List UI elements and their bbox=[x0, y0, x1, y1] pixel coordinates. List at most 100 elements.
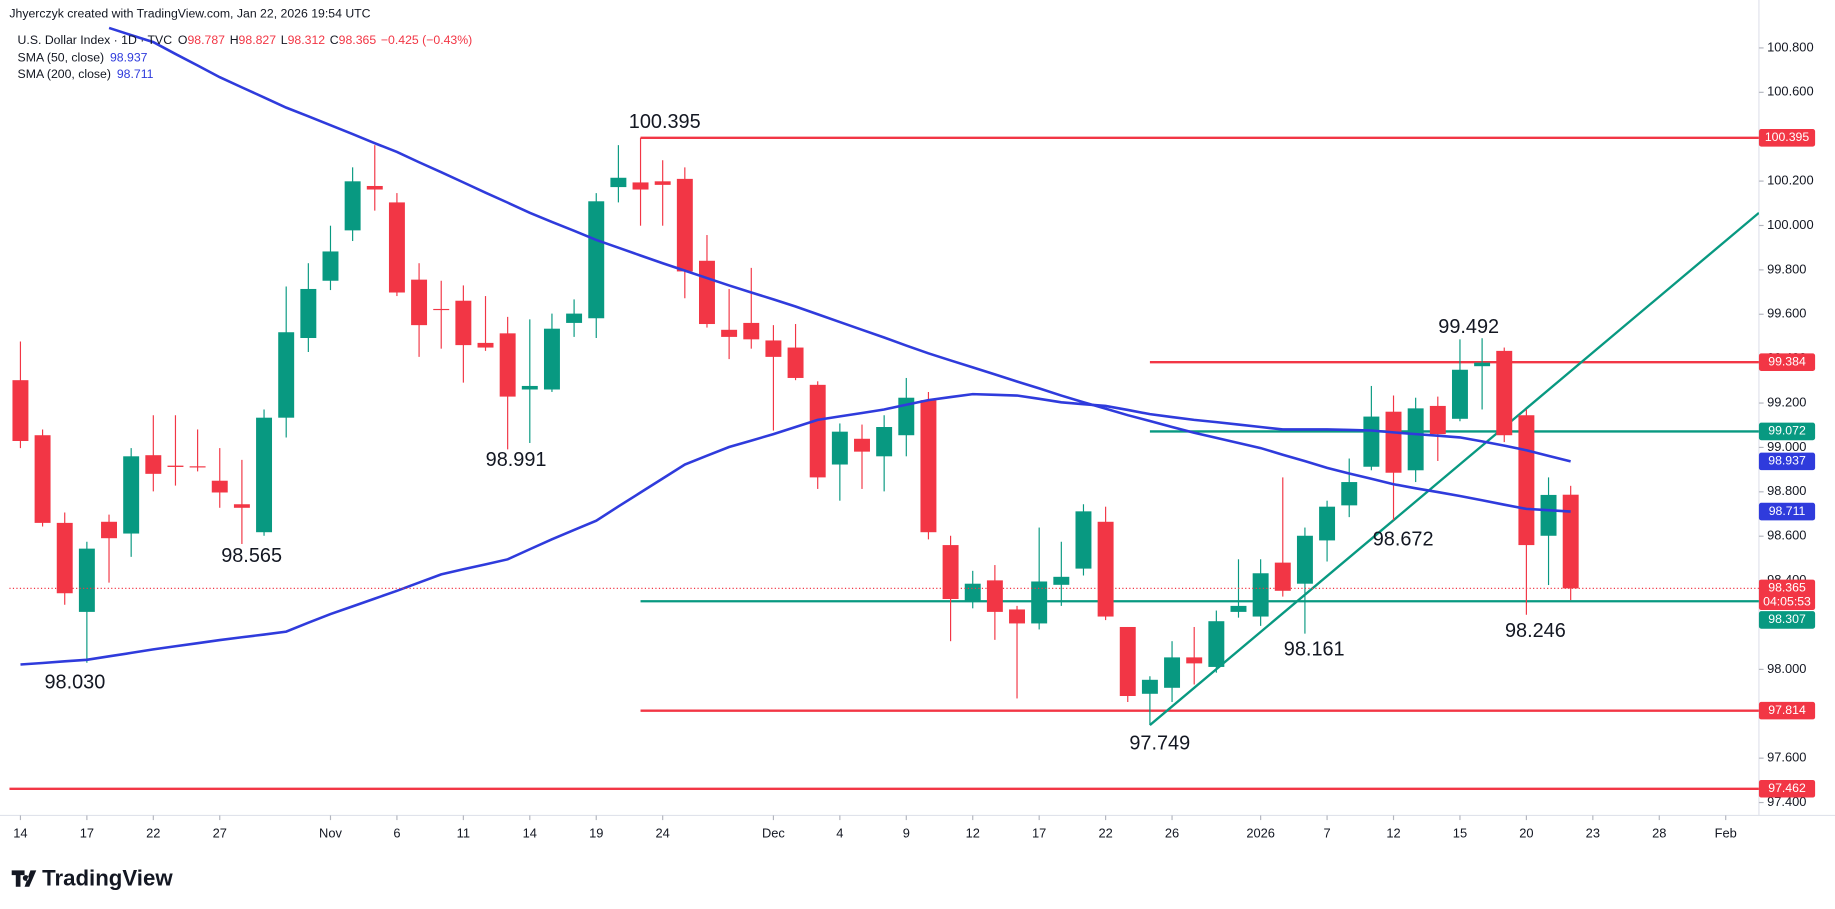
y-tick-label: 98.800 bbox=[1767, 483, 1806, 498]
candle-body bbox=[942, 545, 959, 600]
candle-body bbox=[521, 385, 538, 390]
candle-body bbox=[1141, 679, 1158, 694]
candle-body bbox=[388, 202, 405, 293]
candle-body bbox=[588, 201, 605, 319]
candle-body bbox=[787, 347, 804, 378]
ohlc-letter: L bbox=[281, 33, 288, 47]
price-label-box bbox=[1758, 452, 1816, 471]
x-tick-label: 22 bbox=[146, 826, 160, 841]
x-tick-label: 9 bbox=[903, 826, 910, 841]
symbol-title: U.S. Dollar Index · 1D · TVC bbox=[18, 33, 173, 47]
sma-line bbox=[20, 392, 1571, 666]
price-label-box bbox=[1758, 780, 1816, 798]
candle-body bbox=[1562, 494, 1579, 589]
candle-body bbox=[300, 288, 317, 339]
annotation: 98.161 bbox=[1284, 639, 1345, 661]
symbol-line: U.S. Dollar Index · 1D · TVC O98.787 H98.8… bbox=[18, 33, 473, 47]
x-tick-label: 17 bbox=[80, 826, 94, 841]
price-label: 99.384 bbox=[1768, 354, 1806, 368]
candle-body bbox=[1451, 369, 1468, 419]
candle-body bbox=[211, 480, 228, 493]
y-tick-label: 98.600 bbox=[1767, 528, 1806, 543]
ohlc-letter: H bbox=[230, 33, 239, 47]
candle-body bbox=[101, 521, 117, 539]
y-tick-label: 99.800 bbox=[1767, 261, 1806, 276]
x-tick-label: 14 bbox=[523, 826, 537, 841]
price-label-box bbox=[1758, 422, 1816, 441]
price-label: 97.814 bbox=[1768, 703, 1806, 717]
price-label: 98.307 bbox=[1768, 612, 1806, 626]
candle-body bbox=[78, 548, 95, 612]
candle-body bbox=[1119, 626, 1136, 697]
price-label-box bbox=[1758, 579, 1816, 611]
y-tick-label: 99.000 bbox=[1767, 439, 1806, 454]
candle-body bbox=[1186, 657, 1203, 664]
x-tick-label: 27 bbox=[213, 826, 227, 841]
candle-body bbox=[1031, 581, 1048, 624]
candle-body bbox=[964, 583, 981, 602]
y-tick-label: 100.000 bbox=[1767, 217, 1813, 232]
x-tick-label: Nov bbox=[319, 826, 342, 841]
y-tick-label: 98.000 bbox=[1767, 661, 1806, 676]
candle-body bbox=[145, 455, 162, 474]
countdown: 04:05:53 bbox=[1763, 595, 1811, 609]
candle-body bbox=[765, 340, 782, 357]
candle-body bbox=[34, 435, 51, 523]
candle-body bbox=[1341, 482, 1358, 506]
price-label: 100.395 bbox=[1765, 130, 1810, 144]
price-label-box bbox=[1758, 353, 1816, 371]
candle-body bbox=[721, 329, 738, 337]
logo: TradingView bbox=[11, 866, 173, 891]
candle-body bbox=[1429, 405, 1446, 435]
candle-body bbox=[1385, 411, 1402, 473]
logo-text: TradingView bbox=[42, 866, 173, 891]
price-label-box bbox=[1758, 129, 1816, 147]
candle-body bbox=[676, 178, 693, 272]
candle-body bbox=[56, 522, 73, 594]
ohlc-letter: O bbox=[178, 33, 188, 47]
x-tick-label: 28 bbox=[1652, 826, 1666, 841]
price-label-box bbox=[1758, 611, 1816, 629]
candle-body bbox=[809, 384, 826, 478]
price-label: 98.365 bbox=[1768, 581, 1806, 595]
candle-body bbox=[986, 580, 1003, 612]
candle-body bbox=[477, 342, 494, 348]
y-tick-label: 100.200 bbox=[1767, 173, 1813, 188]
candle-body bbox=[632, 182, 649, 190]
candle-body bbox=[344, 181, 361, 231]
legend-entry: SMA (50, close) 98.937 bbox=[18, 51, 148, 65]
candle-body bbox=[1296, 535, 1313, 584]
candle-body bbox=[12, 380, 29, 441]
y-tick-label: 97.400 bbox=[1767, 794, 1806, 809]
candle-body bbox=[831, 431, 848, 465]
candle-body bbox=[189, 466, 206, 468]
annotation: 98.991 bbox=[486, 449, 547, 471]
price-label-box bbox=[1758, 701, 1816, 720]
legend-name: SMA (200, close) bbox=[18, 67, 111, 81]
candle-body bbox=[123, 456, 140, 534]
candle-body bbox=[1208, 621, 1225, 667]
x-tick-label: 12 bbox=[1386, 826, 1400, 841]
legend-entry: SMA (200, close) 98.711 bbox=[18, 67, 154, 81]
x-tick-label: 20 bbox=[1519, 826, 1533, 841]
logo-icon bbox=[11, 870, 37, 887]
candle-body bbox=[233, 504, 250, 508]
ohlc-value: 98.787 bbox=[187, 33, 225, 47]
annotation: 99.492 bbox=[1438, 316, 1499, 338]
candle-body bbox=[455, 300, 472, 346]
annotation: 98.565 bbox=[221, 545, 282, 567]
y-tick-label: 100.800 bbox=[1767, 39, 1813, 54]
candle-body bbox=[1274, 562, 1291, 591]
price-label: 99.072 bbox=[1768, 424, 1806, 438]
legend-value: 98.937 bbox=[110, 51, 148, 65]
y-tick-label: 99.200 bbox=[1767, 394, 1806, 409]
candle-body bbox=[876, 427, 893, 457]
candle-body bbox=[167, 465, 184, 467]
x-tick-label: 12 bbox=[966, 826, 980, 841]
plot-area bbox=[9, 26, 1759, 790]
candle-body bbox=[1407, 408, 1424, 471]
x-tick-label: Feb bbox=[1715, 826, 1737, 841]
ohlc-letter: C bbox=[330, 33, 339, 47]
candle-body bbox=[1363, 416, 1380, 467]
